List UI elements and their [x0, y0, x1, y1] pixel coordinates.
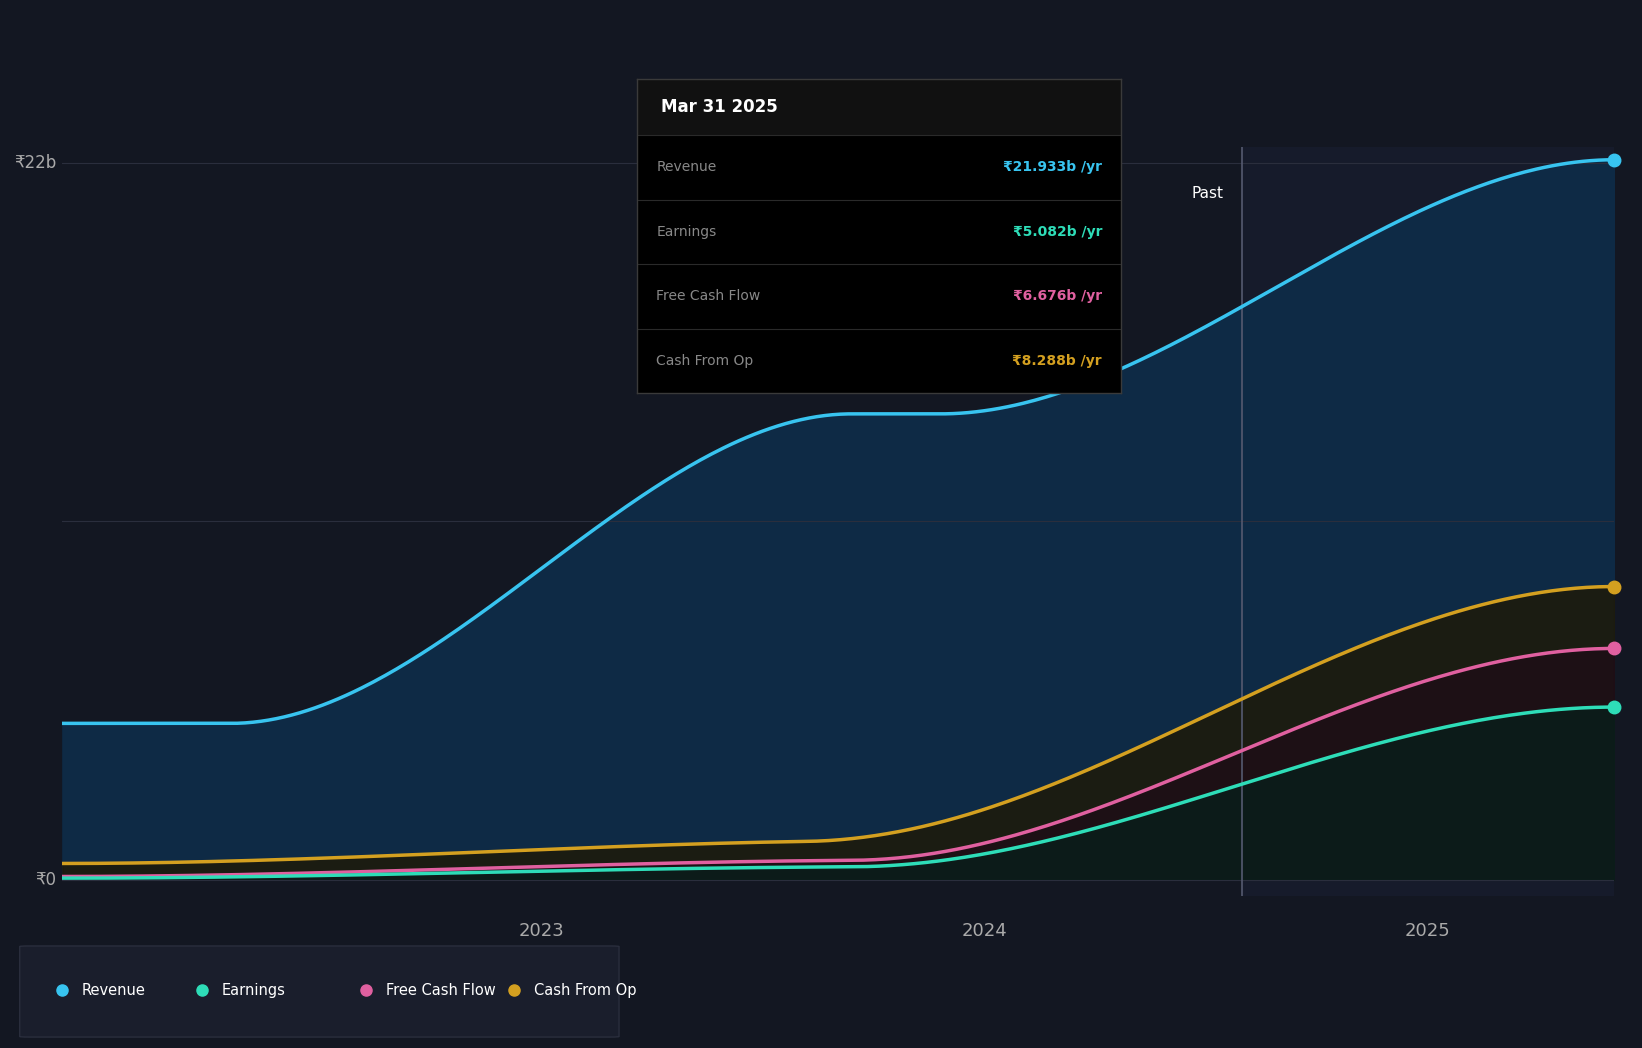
- Text: Earnings: Earnings: [657, 225, 716, 239]
- Text: Revenue: Revenue: [82, 983, 146, 998]
- Text: Past: Past: [1192, 185, 1223, 201]
- FancyBboxPatch shape: [20, 946, 619, 1038]
- Text: Revenue: Revenue: [657, 160, 716, 174]
- Text: ₹6.676b /yr: ₹6.676b /yr: [1013, 289, 1102, 303]
- Text: Cash From Op: Cash From Op: [534, 983, 635, 998]
- Text: Cash From Op: Cash From Op: [657, 354, 754, 368]
- Bar: [62, 147, 1241, 896]
- Text: Free Cash Flow: Free Cash Flow: [657, 289, 760, 303]
- Bar: [1241, 147, 1614, 896]
- Text: 2024: 2024: [962, 922, 1008, 940]
- Text: ₹5.082b /yr: ₹5.082b /yr: [1013, 225, 1102, 239]
- Text: 2025: 2025: [1406, 922, 1452, 940]
- Text: ₹22b: ₹22b: [13, 154, 56, 172]
- Text: 2023: 2023: [519, 922, 565, 940]
- Text: Mar 31 2025: Mar 31 2025: [662, 97, 778, 116]
- Bar: [637, 79, 1121, 135]
- Text: Earnings: Earnings: [222, 983, 286, 998]
- Text: ₹21.933b /yr: ₹21.933b /yr: [1003, 160, 1102, 174]
- Text: ₹0: ₹0: [34, 871, 56, 889]
- Text: ₹8.288b /yr: ₹8.288b /yr: [1013, 354, 1102, 368]
- Text: Free Cash Flow: Free Cash Flow: [386, 983, 496, 998]
